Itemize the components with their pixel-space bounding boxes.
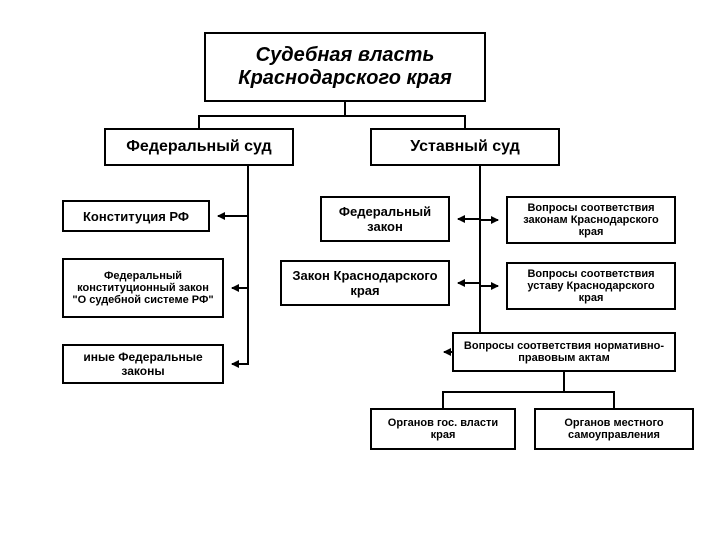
node-org_gos: Органов гос. власти края — [370, 408, 516, 450]
node-ust_court: Уставный суд — [370, 128, 560, 166]
edge-fed_court-fed_konst — [232, 166, 248, 288]
node-vopr_npa: Вопросы соответствия нормативно-правовым… — [452, 332, 676, 372]
edge-root-fed_court — [199, 102, 345, 128]
node-inye_fed: иные Федеральные законы — [62, 344, 224, 384]
edge-ust_court-vopr_npa — [444, 166, 480, 352]
edge-fed_court-inye_fed — [232, 166, 248, 364]
node-org_mest: Органов местного самоуправления — [534, 408, 694, 450]
node-label: Закон Краснодарского края — [288, 268, 442, 298]
edge-fed_court-const_rf — [218, 166, 248, 216]
node-vopr_zakon: Вопросы соответствия законам Краснодарск… — [506, 196, 676, 244]
node-label: Вопросы соответствия нормативно-правовым… — [460, 340, 668, 364]
node-label: Органов гос. власти края — [378, 417, 508, 441]
node-vopr_ustav: Вопросы соответствия уставу Краснодарско… — [506, 262, 676, 310]
edge-ust_court-zakon_kk — [458, 166, 480, 283]
node-const_rf: Конституция РФ — [62, 200, 210, 232]
node-label: Вопросы соответствия уставу Краснодарско… — [514, 268, 668, 304]
diagram-canvas: Судебная власть Краснодарского края Федер… — [0, 0, 720, 540]
edge-vopr_npa-org_gos — [443, 372, 564, 408]
node-label: Федеральный конституционный закон "О суд… — [70, 270, 216, 306]
edge-ust_court-vopr_zakon — [480, 166, 498, 220]
node-label: Вопросы соответствия законам Краснодарск… — [514, 202, 668, 238]
edge-ust_court-vopr_ustav — [480, 166, 498, 286]
node-label: Судебная власть Краснодарского края — [212, 44, 478, 90]
node-root: Судебная власть Краснодарского края — [204, 32, 486, 102]
node-label: Федеральный суд — [126, 138, 271, 156]
node-fed_konst: Федеральный конституционный закон "О суд… — [62, 258, 224, 318]
node-label: Уставный суд — [410, 138, 520, 156]
edge-ust_court-fed_zakon — [458, 166, 480, 219]
edge-vopr_npa-org_mest — [564, 372, 614, 408]
node-label: Органов местного самоуправления — [542, 417, 686, 441]
node-zakon_kk: Закон Краснодарского края — [280, 260, 450, 306]
node-label: Федеральный закон — [328, 204, 442, 234]
node-label: Конституция РФ — [83, 209, 189, 224]
node-fed_zakon: Федеральный закон — [320, 196, 450, 242]
node-label: иные Федеральные законы — [70, 350, 216, 378]
edge-root-ust_court — [345, 102, 465, 128]
node-fed_court: Федеральный суд — [104, 128, 294, 166]
